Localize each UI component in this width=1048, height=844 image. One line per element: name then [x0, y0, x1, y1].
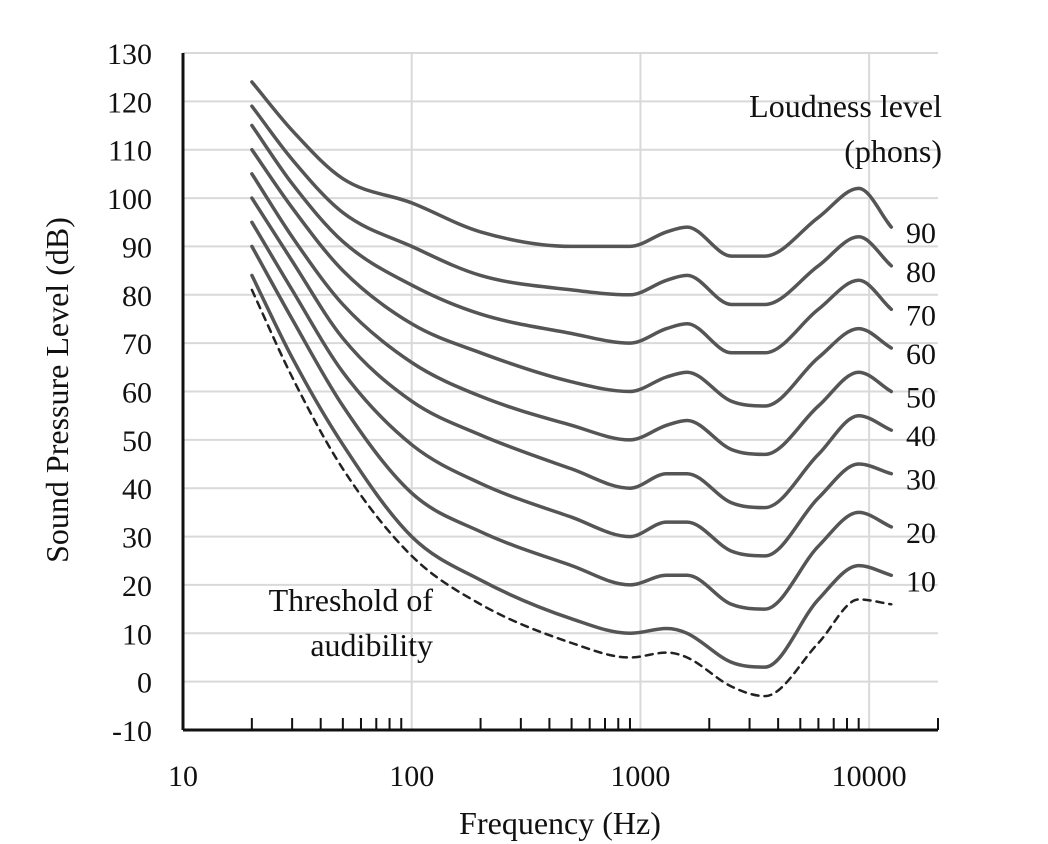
series-label-20: 20 — [906, 517, 936, 550]
y-tick-label: 130 — [107, 38, 152, 71]
phon-curve-30 — [250, 220, 894, 558]
y-tick-label: 50 — [122, 425, 152, 458]
series-label-70: 70 — [906, 299, 936, 332]
y-tick-label: 110 — [108, 135, 152, 168]
phon-curve-50 — [250, 172, 894, 457]
series-label-30: 30 — [906, 464, 936, 497]
phon-curve-20 — [250, 244, 894, 611]
y-axis-title: Sound Pressure Level (dB) — [39, 217, 75, 563]
curves — [250, 80, 894, 698]
phon-curve-10 — [250, 273, 894, 669]
threshold-label-line1: Threshold of — [269, 582, 434, 618]
x-tick-label: 10 — [168, 760, 198, 793]
y-tick-label: 70 — [122, 328, 152, 361]
y-tick-label: 0 — [137, 667, 152, 700]
legend-title-line1: Loudness level — [749, 88, 942, 124]
phon-curve-60 — [250, 147, 894, 408]
grid-lines — [183, 52, 938, 730]
x-axis-title: Frequency (Hz) — [459, 805, 661, 841]
series-label-50: 50 — [906, 382, 936, 415]
phon-curve-80 — [250, 104, 894, 307]
y-tick-label: -10 — [112, 715, 152, 748]
labels: Frequency (Hz) Sound Pressure Level (dB)… — [39, 38, 942, 841]
y-tick-label: 80 — [122, 280, 152, 313]
axes — [181, 53, 939, 732]
series-label-10: 10 — [906, 565, 936, 598]
series-label-60: 60 — [906, 338, 936, 371]
legend-title-line2: (phons) — [844, 133, 942, 169]
threshold-curve — [250, 288, 893, 698]
y-tick-label: 100 — [107, 183, 152, 216]
series-label-40: 40 — [906, 420, 936, 453]
y-tick-label: 90 — [122, 231, 152, 264]
phon-curve-90 — [250, 80, 894, 258]
series-label-90: 90 — [906, 217, 936, 250]
phon-curve-70 — [250, 123, 894, 355]
phon-curve-40 — [250, 196, 894, 510]
x-tick-label: 1000 — [610, 760, 670, 793]
y-tick-label: 60 — [122, 377, 152, 410]
y-tick-label: 120 — [107, 86, 152, 119]
threshold-label-line2: audibility — [310, 627, 433, 663]
y-tick-label: 40 — [122, 473, 152, 506]
y-tick-label: 20 — [122, 570, 152, 603]
x-tick-label: 100 — [389, 760, 434, 793]
x-tick-label: 10000 — [832, 760, 907, 793]
series-label-80: 80 — [906, 256, 936, 289]
y-tick-label: 30 — [122, 522, 152, 555]
y-tick-label: 10 — [122, 618, 152, 651]
